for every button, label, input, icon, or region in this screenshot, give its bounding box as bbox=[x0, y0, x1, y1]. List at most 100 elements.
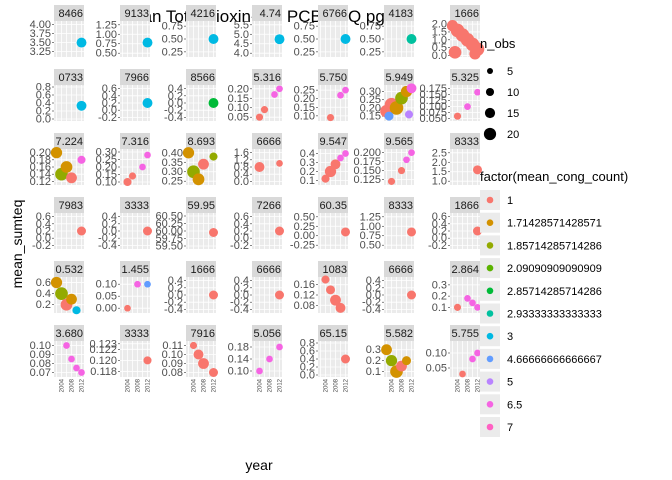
y-tick-label: 0.0 bbox=[366, 290, 381, 302]
data-point bbox=[275, 290, 284, 300]
y-tick-label: 0.2 bbox=[432, 226, 447, 238]
facet-strip bbox=[54, 261, 84, 277]
facet-strip bbox=[450, 325, 480, 341]
y-tick-label: 0.75 bbox=[360, 21, 381, 33]
data-point bbox=[143, 356, 152, 365]
facet-panel: 8466 3.253.503.754.00 bbox=[30, 5, 87, 58]
facet-strip bbox=[54, 133, 84, 149]
facet-panel: 1666 0.00.51.01.52.0 bbox=[432, 5, 485, 62]
y-tick-label: 0.50 bbox=[360, 34, 381, 46]
facet-panel: 8.693 0.250.300.350.40 bbox=[162, 133, 218, 188]
y-tick-label: 0.4 bbox=[234, 218, 249, 230]
x-tick-label: 2012 bbox=[344, 378, 350, 392]
y-tick-label: 0.20 bbox=[294, 93, 315, 105]
y-tick-label: 0.25 bbox=[162, 46, 183, 58]
data-point bbox=[404, 110, 414, 119]
data-point bbox=[63, 342, 70, 349]
data-point bbox=[256, 367, 263, 375]
facet-strip bbox=[186, 5, 216, 21]
color-legend-dot bbox=[486, 332, 494, 340]
data-point bbox=[474, 304, 481, 311]
y-tick-label: 0.09 bbox=[162, 358, 183, 370]
facet-panel: 3.680 0.070.080.090.10 2004 2008 2012 bbox=[30, 325, 86, 392]
data-point bbox=[182, 147, 195, 159]
facet-strip bbox=[252, 133, 282, 149]
y-tick-label: 0.25 bbox=[360, 46, 381, 58]
facet-panel: 1083 0.080.120.16 bbox=[294, 261, 348, 313]
color-legend-label: 2.09090909090909 bbox=[507, 263, 602, 275]
x-tick-label: 2012 bbox=[146, 378, 152, 392]
facet-strip-label: 9133 bbox=[125, 8, 149, 20]
y-tick-label: 0.8 bbox=[234, 162, 249, 174]
y-tick-label: 0.30 bbox=[360, 86, 381, 98]
data-point bbox=[453, 112, 462, 120]
y-tick-label: 0.35 bbox=[162, 157, 183, 169]
y-tick-label: 0.05 bbox=[426, 363, 447, 375]
y-tick-label: 0.25 bbox=[294, 46, 315, 58]
data-point bbox=[402, 356, 411, 366]
data-point bbox=[266, 355, 273, 363]
y-tick-label: 0.2 bbox=[168, 90, 183, 102]
size-legend-label: 10 bbox=[507, 87, 519, 99]
data-point bbox=[144, 151, 151, 159]
y-tick-label: 0.14 bbox=[228, 354, 249, 366]
data-point bbox=[139, 163, 146, 171]
data-point bbox=[198, 158, 209, 170]
data-point bbox=[397, 167, 406, 175]
y-tick-label: 0.2 bbox=[366, 355, 381, 367]
facet-strip bbox=[252, 5, 282, 21]
y-tick-label: 0.3 bbox=[366, 344, 381, 356]
facet-strip bbox=[120, 69, 150, 85]
facet-strip bbox=[450, 261, 480, 277]
color-legend-dot bbox=[486, 287, 494, 295]
facet-strip bbox=[54, 69, 84, 85]
facet-panel: 5.755 0.05 0.10 2004 2008 2012 bbox=[426, 325, 482, 392]
facet-strip bbox=[54, 197, 84, 213]
data-point bbox=[76, 100, 87, 111]
facet-panel: 6666 -0.4-0.20.00.20.4 bbox=[230, 261, 284, 316]
facet-strip bbox=[450, 197, 480, 213]
facet-panel: 6766 0.250.500.75 bbox=[294, 5, 351, 58]
facet-strip bbox=[186, 133, 216, 149]
x-tick-label: 2012 bbox=[410, 378, 416, 392]
data-point bbox=[403, 156, 410, 164]
facet-panel: 8333 0.500.751.001.25 bbox=[360, 197, 416, 252]
size-legend-dot bbox=[486, 67, 494, 75]
color-legend-dot bbox=[486, 264, 494, 272]
y-tick-label: 0.4 bbox=[102, 90, 117, 102]
data-point bbox=[276, 343, 283, 351]
facet-strip-label: 6666 bbox=[389, 264, 413, 276]
facet-strip-label: 4216 bbox=[191, 8, 215, 20]
y-tick-label: 1.00 bbox=[96, 29, 117, 41]
facet-strip-label: 7966 bbox=[125, 72, 149, 84]
data-point bbox=[209, 228, 218, 237]
data-point bbox=[209, 290, 218, 300]
size-legend-title: n_obs bbox=[480, 36, 516, 51]
facet-strip bbox=[450, 69, 480, 85]
y-tick-label: 0.5 bbox=[432, 42, 447, 54]
facet-strip bbox=[384, 197, 414, 213]
y-tick-label: 0.2 bbox=[102, 98, 117, 110]
data-point bbox=[340, 34, 351, 44]
color-legend-label: 5 bbox=[507, 377, 513, 389]
data-point bbox=[389, 101, 404, 115]
x-tick-label: 2012 bbox=[476, 378, 482, 392]
x-tick-label: 2004 bbox=[192, 378, 198, 392]
y-tick-label: 5.5 bbox=[234, 19, 249, 31]
data-point bbox=[406, 34, 417, 44]
data-point bbox=[321, 174, 330, 183]
data-point bbox=[128, 172, 137, 180]
y-tick-label: 0.05 bbox=[228, 112, 249, 124]
data-point bbox=[77, 155, 86, 164]
color-legend-dot bbox=[486, 401, 494, 408]
facet-strip-label: 4183 bbox=[389, 8, 413, 20]
facet-strip-label: 7983 bbox=[59, 200, 83, 212]
y-tick-label: 0.2 bbox=[102, 218, 117, 230]
facet-strip bbox=[54, 5, 84, 21]
y-tick-label: -0.2 bbox=[230, 297, 249, 309]
y-tick-label: -0.2 bbox=[230, 240, 249, 252]
y-tick-label: 0.0 bbox=[300, 370, 315, 382]
data-point bbox=[274, 34, 285, 45]
y-tick-label: -0.4 bbox=[362, 304, 381, 316]
